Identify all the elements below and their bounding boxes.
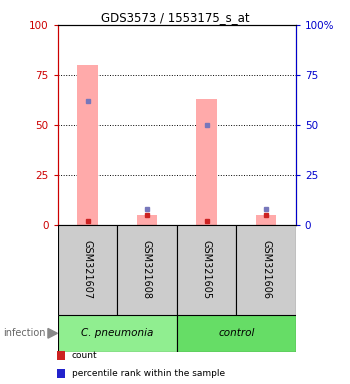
Bar — [117, 225, 177, 315]
Polygon shape — [48, 328, 57, 338]
Text: GSM321608: GSM321608 — [142, 240, 152, 299]
Bar — [196, 99, 217, 225]
Text: GSM321606: GSM321606 — [261, 240, 271, 299]
Text: C. pneumonia: C. pneumonia — [81, 328, 153, 338]
Text: GSM321605: GSM321605 — [202, 240, 211, 299]
Bar — [58, 315, 177, 352]
Text: percentile rank within the sample: percentile rank within the sample — [72, 369, 225, 378]
Bar — [58, 225, 117, 315]
Bar — [77, 65, 98, 225]
Bar — [236, 225, 296, 315]
Bar — [256, 215, 276, 225]
Bar — [136, 215, 158, 225]
Text: count: count — [72, 351, 97, 360]
Text: GDS3573 / 1553175_s_at: GDS3573 / 1553175_s_at — [101, 11, 249, 24]
Bar — [177, 315, 296, 352]
Bar — [177, 225, 236, 315]
Text: control: control — [218, 328, 254, 338]
Text: infection: infection — [4, 328, 46, 338]
Text: GSM321607: GSM321607 — [83, 240, 92, 299]
